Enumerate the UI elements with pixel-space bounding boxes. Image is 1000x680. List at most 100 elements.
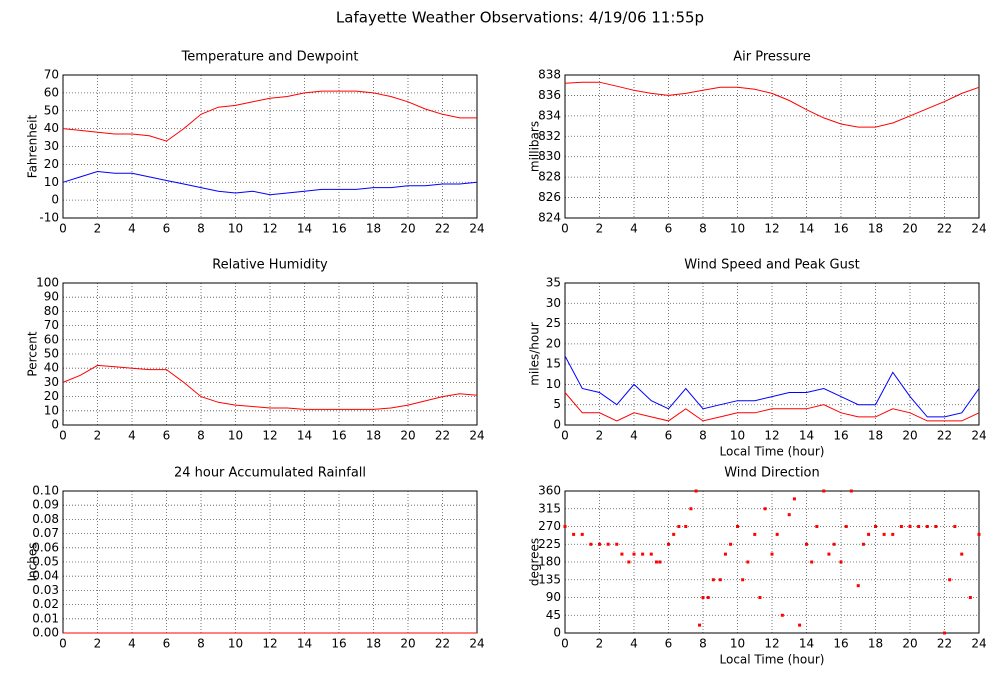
x-tick-label: 12 [262,637,277,651]
data-point [874,525,877,528]
y-tick-label: 830 [538,149,561,163]
data-point [839,560,843,564]
x-tick-label: 6 [163,222,171,236]
y-tick-label: 0.08 [32,512,59,526]
chart-title: Wind Speed and Peak Gust [684,258,859,273]
y-tick-label: 35 [546,276,561,290]
chart-title: Relative Humidity [212,258,328,273]
x-tick-label: 10 [228,222,243,236]
data-point [798,623,802,627]
x-tick-label: 12 [764,222,779,236]
y-tick-label: 20 [546,336,561,350]
x-tick-label: 8 [197,637,205,651]
y-tick-label: 90 [546,590,561,604]
y-tick-label: -10 [39,211,59,225]
x-tick-label: 2 [94,222,102,236]
x-tick-label: 4 [630,222,638,236]
data-point [943,631,946,635]
data-point [925,525,929,528]
y-tick-label: 0 [51,418,59,432]
x-tick-label: 8 [197,222,205,236]
x-tick-label: 22 [435,637,450,651]
data-point [908,525,912,528]
y-tick-label: 80 [44,304,59,318]
y-tick-label: 0.10 [32,484,59,498]
data-point [706,596,710,599]
x-tick-label: 2 [596,222,604,236]
y-tick-label: 100 [36,276,59,290]
data-point [822,489,826,493]
y-tick-label: 180 [538,555,561,569]
x-tick-label: 10 [228,637,243,651]
data-point [815,525,819,528]
y-tick-label: 30 [44,375,59,389]
chart-panel: Relative HumidityPercent0102030405060708… [26,258,485,443]
y-tick-label: 70 [44,68,59,82]
data-point [960,552,964,556]
y-tick-label: 0.04 [32,569,59,583]
data-point [844,525,848,528]
data-point [856,584,860,588]
data-point [689,507,693,511]
data-point [711,578,715,582]
page-title: Lafayette Weather Observations: 4/19/06 … [336,9,704,27]
plot-frame [564,490,980,634]
data-point [667,542,670,546]
x-tick-label: 4 [630,637,638,651]
data-point [775,532,779,536]
y-tick-label: 832 [538,129,561,143]
y-tick-label: 135 [538,572,561,586]
x-tick-label: 0 [59,222,67,236]
y-tick-label: 30 [546,296,561,310]
x-tick-label: 8 [699,429,707,443]
data-point [948,578,952,582]
x-tick-label: 16 [331,429,346,443]
data-line [62,90,477,142]
y-axis-label: Percent [26,331,40,376]
x-tick-label: 18 [868,429,883,443]
chart-title: Air Pressure [733,50,811,65]
x-tick-label: 10 [730,429,745,443]
data-point [684,525,688,528]
x-tick-label: 16 [331,637,346,651]
x-tick-label: 4 [630,429,638,443]
x-tick-label: 20 [902,637,917,651]
data-point [787,513,791,517]
y-tick-label: 315 [538,501,561,515]
data-point [723,552,727,556]
y-axis-label: Fahrenheit [26,114,40,178]
x-tick-label: 14 [799,222,814,236]
y-tick-label: 60 [44,332,59,346]
x-tick-label: 22 [937,222,952,236]
data-point [580,532,584,536]
plot-frame [62,74,478,219]
x-tick-label: 0 [561,222,569,236]
y-tick-label: 60 [44,85,59,99]
x-tick-label: 18 [366,429,381,443]
data-point [827,552,831,556]
y-axis-label: miles/hour [528,322,542,386]
data-point [810,560,814,564]
x-tick-label: 24 [469,637,484,651]
x-tick-label: 12 [764,637,779,651]
data-point [934,525,938,528]
y-tick-label: 5 [553,397,561,411]
x-tick-label: 20 [902,429,917,443]
y-tick-label: 836 [538,88,561,102]
x-tick-label: 18 [868,222,883,236]
data-point [698,623,702,627]
data-point [758,596,762,599]
x-tick-label: 24 [469,222,484,236]
data-point [672,532,676,536]
x-tick-label: 14 [297,222,312,236]
x-tick-label: 2 [94,637,102,651]
chart-panel: 24 hour Accumulated RainfallInches0.000.… [26,466,485,651]
y-tick-label: 45 [546,608,561,622]
data-point [891,532,895,536]
y-tick-label: 70 [44,318,59,332]
y-tick-label: 40 [44,361,59,375]
y-tick-label: 25 [546,316,561,330]
x-tick-label: 18 [868,637,883,651]
y-tick-label: 834 [538,108,561,122]
data-point [861,542,865,546]
